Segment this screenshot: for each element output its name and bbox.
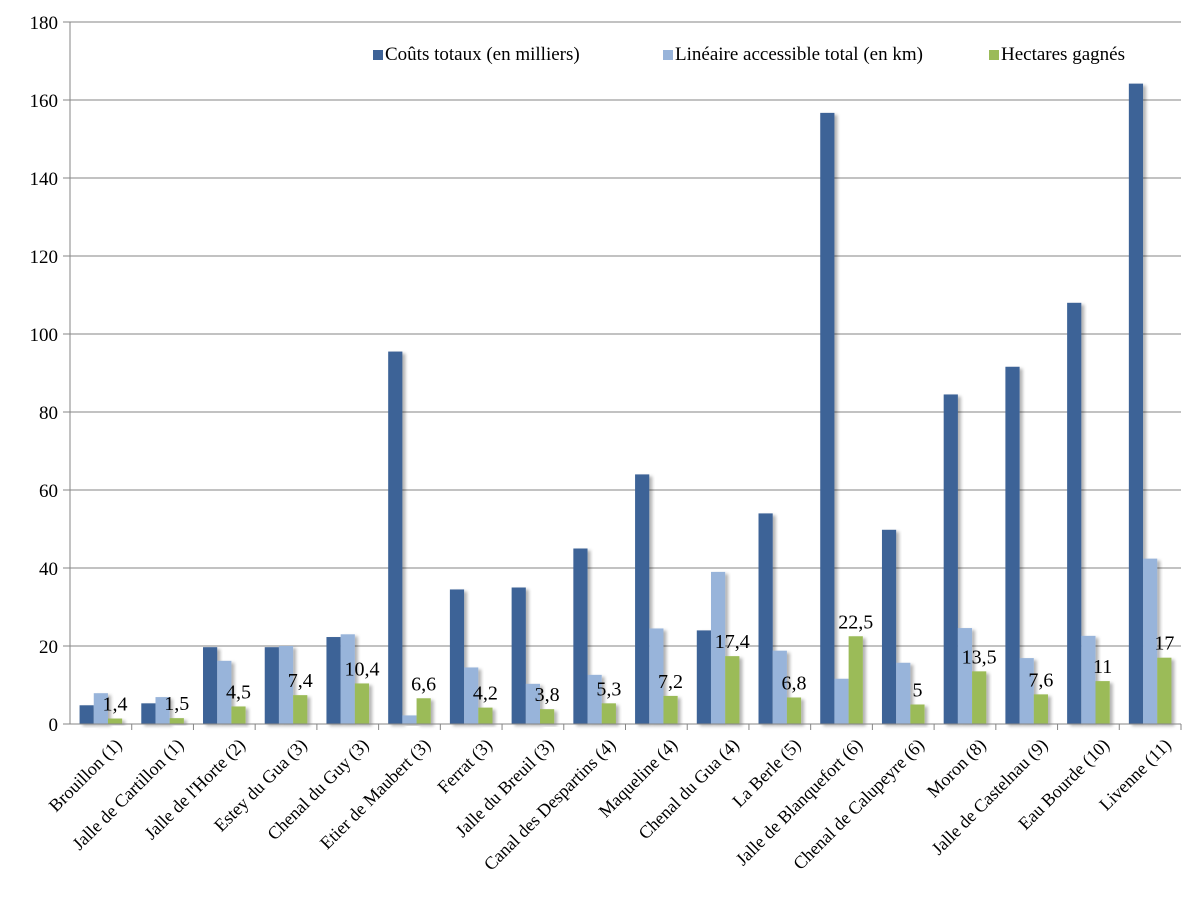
bar [264,647,279,724]
bar [601,703,616,724]
data-label: 4,2 [473,683,498,705]
legend: Coûts totaux (en milliers) Linéaire acces… [373,44,1125,65]
bar [1033,694,1048,724]
bar [649,628,664,724]
bars [79,83,1172,725]
x-tick-label: Etier de Maubert (3) [316,735,435,854]
bar [957,628,973,724]
bar [1081,635,1096,724]
x-tick-label: Ferrat (3) [433,735,496,798]
bar [1128,83,1144,725]
bar [786,697,802,724]
bar [910,704,925,724]
bar [449,589,465,724]
bar [141,703,156,724]
bar [293,695,308,724]
bar [278,646,294,724]
bar [340,634,355,724]
data-label: 13,5 [962,646,997,668]
bar [943,394,958,724]
bar [93,693,108,724]
bar [402,715,417,724]
bar [540,709,555,724]
legend-label: Coûts totaux (en milliers) [385,44,580,65]
bar [635,474,650,724]
data-label: 6,6 [411,673,436,695]
data-label: 17 [1154,633,1174,655]
bar [881,529,897,724]
legend-swatch [989,50,999,60]
bar [710,571,726,724]
bar [525,683,541,724]
y-tick-label: 120 [30,247,59,268]
bar [478,707,493,724]
x-tick-label: Jalle de Cartillon (1) [68,735,188,855]
bar [155,697,170,724]
bar [772,650,787,724]
bar [231,706,246,724]
data-labels: 1,4 1,5 4,5 7,4 10,4 6,6 4,2 3,8 5,3 7,2 17,4 6,8 22… [103,611,1175,715]
bar [388,351,403,724]
data-label: 6,8 [782,672,807,694]
y-axis: 0 20 40 60 80 100 120 140 160 180 [30,13,71,736]
y-tick-label: 180 [30,13,59,34]
legend-label: Hectares gagnés [1001,44,1125,65]
y-tick-label: 140 [30,169,59,190]
legend-swatch [373,50,383,60]
bar [820,112,835,725]
bar [725,656,740,724]
bar [217,660,232,724]
legend-swatch [663,50,673,60]
bar [1157,657,1172,724]
bar [169,718,184,724]
bar [573,548,588,724]
bar [416,698,431,724]
bar [972,671,987,724]
bar [758,513,773,724]
bar [1067,302,1082,724]
gridlines [70,21,1181,647]
data-label: 1,4 [103,694,128,716]
bar [79,705,94,724]
y-tick-label: 0 [49,715,59,736]
x-axis: Brouillon (1)Jalle de Cartillon (1)Jalle… [45,723,1182,875]
y-tick-label: 100 [30,325,59,346]
data-label: 7,6 [1028,669,1053,691]
bar [1019,658,1034,724]
y-tick-label: 20 [39,637,58,658]
data-label: 11 [1093,656,1112,678]
y-tick-label: 40 [39,559,58,580]
data-label: 7,2 [658,671,683,693]
data-label: 5 [912,680,922,702]
bar [696,630,711,724]
bar [1005,366,1020,724]
bar [1095,681,1110,724]
bar [663,695,678,724]
data-label: 3,8 [535,684,560,706]
x-tick-label: Jalle de Castelnau (9) [927,735,1052,860]
bar [203,647,218,724]
y-tick-label: 160 [30,91,59,112]
data-label: 22,5 [838,611,873,633]
data-label: 1,5 [164,693,189,715]
data-label: 10,4 [344,658,379,680]
bar [587,674,602,724]
legend-label: Linéaire accessible total (en km) [675,44,923,65]
bar [326,637,341,724]
bar [464,667,479,724]
y-tick-label: 60 [39,481,58,502]
bar [834,678,849,724]
data-label: 5,3 [596,678,621,700]
y-tick-label: 80 [39,403,58,424]
bar [511,587,526,724]
data-label: 7,4 [288,670,313,692]
data-label: 4,5 [226,681,251,703]
bar [1143,558,1158,724]
bar [354,683,370,724]
data-label: 17,4 [715,631,750,653]
bar [896,662,911,724]
bar [848,636,863,724]
bar [107,718,123,724]
